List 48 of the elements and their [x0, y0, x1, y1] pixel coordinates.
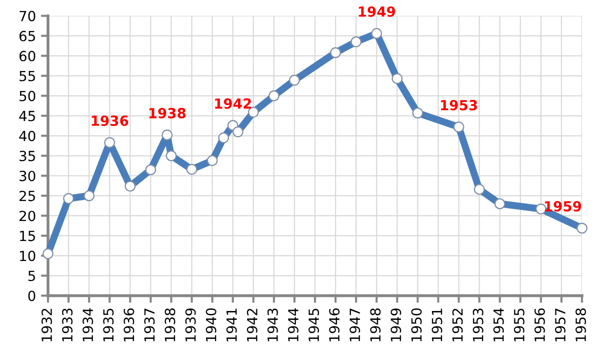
x-tick-label: 1948: [370, 308, 381, 342]
x-tick-label: 1945: [308, 308, 320, 342]
annotation: 1938: [149, 108, 186, 118]
x-tick-label: 1947: [350, 308, 360, 342]
x-tick-label: 1951: [432, 308, 442, 342]
y-tick-label: 40: [19, 130, 36, 142]
x-tick-label: 1940: [206, 308, 216, 342]
annotation: 1949: [358, 6, 396, 17]
y-tick-label: 5: [28, 270, 35, 282]
x-tick-label: 1946: [329, 308, 340, 342]
annotation: 1936: [92, 115, 128, 126]
y-tick-label: 20: [20, 210, 36, 222]
x-tick-label: 1938: [164, 308, 176, 342]
x-tick-label: 1942: [246, 308, 258, 342]
x-tick-label: 1944: [288, 308, 298, 342]
y-tick-label: 70: [20, 10, 36, 22]
y-tick-label: 45: [19, 110, 35, 122]
y-tick-label: 60: [19, 50, 36, 62]
x-tick-label: 1935: [103, 308, 114, 342]
x-tick-label: 1939: [185, 308, 196, 342]
x-tick-label: 1937: [144, 308, 155, 342]
x-tick-label: 1952: [452, 308, 463, 342]
x-tick-label: 1936: [124, 308, 134, 342]
x-tick-label: 1943: [267, 308, 278, 342]
x-tick-label: 1941: [226, 308, 237, 342]
y-tick-label: 50: [20, 90, 36, 102]
x-tick-label: 1932: [42, 308, 52, 342]
y-tick-label: 65: [19, 30, 35, 42]
y-tick-label: 0: [28, 290, 36, 302]
x-tick-label: 1949: [390, 308, 402, 342]
x-tick-label: 1958: [576, 308, 586, 342]
x-tick-label: 1955: [514, 308, 524, 342]
annotation: 1942: [215, 98, 251, 109]
x-tick-label: 1953: [472, 308, 484, 342]
y-tick-label: 10: [20, 250, 36, 262]
x-tick-label: 1956: [534, 308, 545, 342]
x-tick-label: 1957: [554, 308, 566, 342]
y-tick-label: 25: [20, 190, 35, 202]
x-tick-label: 1950: [411, 308, 422, 342]
annotation: 1959: [544, 201, 582, 212]
y-tick-label: 55: [20, 70, 35, 82]
y-tick-label: 30: [20, 170, 36, 182]
annotation: 1953: [441, 100, 477, 110]
y-tick-label: 35: [20, 150, 35, 162]
y-tick-label: 15: [20, 230, 35, 242]
x-tick-label: 1933: [62, 308, 73, 342]
x-tick-label: 1954: [493, 308, 504, 342]
x-tick-label: 1934: [82, 308, 94, 342]
